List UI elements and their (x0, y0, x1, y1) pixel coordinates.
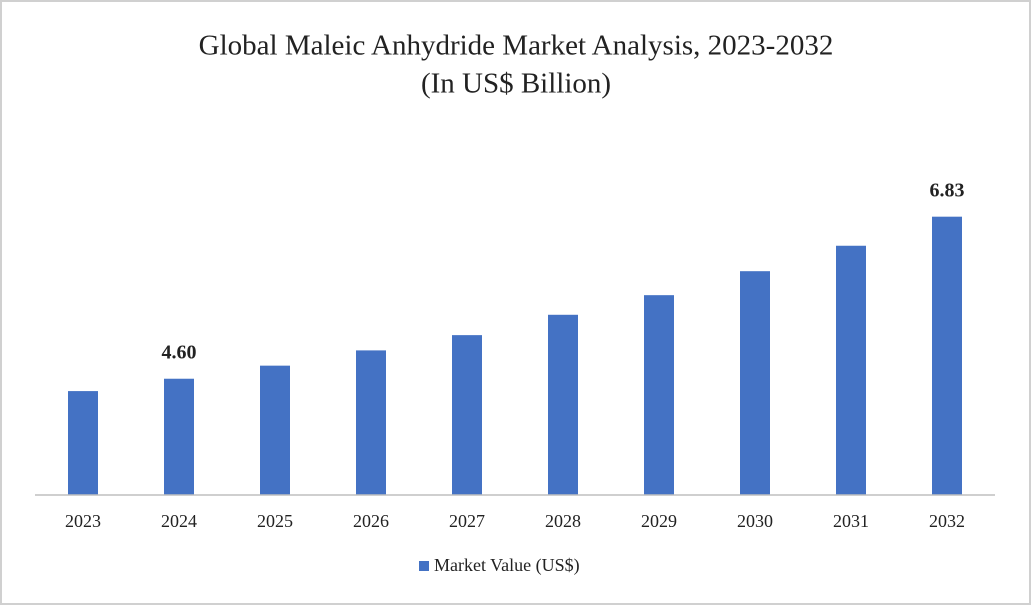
x-tick-label: 2025 (257, 511, 293, 531)
legend-swatch (419, 561, 429, 571)
bar (932, 216, 962, 496)
bar (260, 365, 290, 495)
x-tick-label: 2029 (641, 511, 677, 531)
x-tick-label: 2032 (929, 511, 965, 531)
x-tick-label: 2028 (545, 511, 581, 531)
x-tick-label: 2026 (353, 511, 389, 531)
bar (836, 245, 866, 495)
chart-subtitle: (In US$ Billion) (421, 68, 611, 100)
legend-label: Market Value (US$) (434, 555, 580, 576)
x-tick-label: 2023 (65, 511, 101, 531)
bar (164, 378, 194, 495)
bar (644, 295, 674, 495)
x-tick-label: 2024 (161, 511, 197, 531)
data-label: 6.83 (930, 179, 965, 201)
chart-title: Global Maleic Anhydride Market Analysis,… (199, 30, 834, 62)
x-tick-label: 2027 (449, 511, 485, 531)
bar (452, 335, 482, 495)
bar (356, 350, 386, 495)
data-label: 4.60 (162, 341, 197, 363)
x-tick-label: 2031 (833, 511, 869, 531)
bar (68, 391, 98, 495)
bar (740, 271, 770, 495)
bar (548, 314, 578, 495)
x-tick-label: 2030 (737, 511, 773, 531)
